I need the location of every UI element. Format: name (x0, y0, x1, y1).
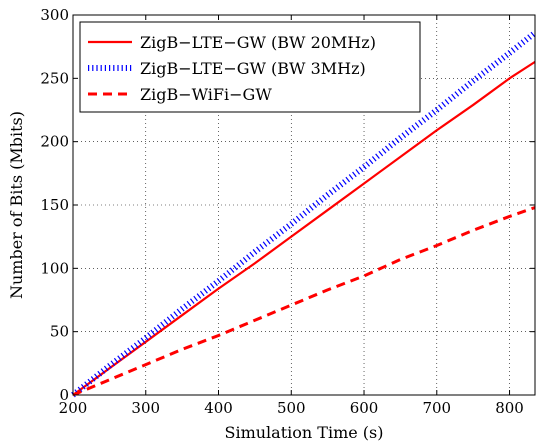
x-tick-label: 200 (59, 399, 88, 417)
legend-label-3: ZigB−WiFi−GW (140, 85, 272, 104)
y-tick-label: 0 (59, 386, 69, 404)
legend: ZigB−LTE−GW (BW 20MHz) ZigB−LTE−GW (BW 3M… (79, 21, 421, 113)
x-tick-label: 700 (422, 399, 451, 417)
y-tick-label: 100 (40, 259, 69, 277)
legend-box (79, 21, 421, 113)
series-lines (71, 30, 537, 398)
x-tick-label: 400 (204, 399, 233, 417)
y-axis-title: Number of Bits (Mbits) (7, 111, 26, 299)
y-tick-label: 150 (40, 196, 69, 214)
legend-label-2: ZigB−LTE−GW (BW 3MHz) (140, 59, 366, 78)
grid-lines (73, 15, 535, 395)
y-tick-label: 250 (40, 69, 69, 87)
legend-label-1: ZigB−LTE−GW (BW 20MHz) (140, 33, 376, 52)
x-tick-label: 600 (350, 399, 379, 417)
x-tick-label: 300 (131, 399, 160, 417)
y-tick-label: 300 (40, 6, 69, 24)
axis-ticks: 200 300 400 500 600 700 800 0 50 100 150 200 250 300 (40, 6, 535, 417)
x-tick-label: 800 (495, 399, 524, 417)
y-tick-label: 50 (50, 323, 69, 341)
x-tick-label: 500 (277, 399, 306, 417)
series-line-3 (72, 206, 536, 397)
series-line-1 (72, 60, 536, 396)
series-line-2 (71, 30, 537, 398)
x-axis-title: Simulation Time (s) (225, 423, 384, 442)
y-tick-label: 200 (40, 133, 69, 151)
